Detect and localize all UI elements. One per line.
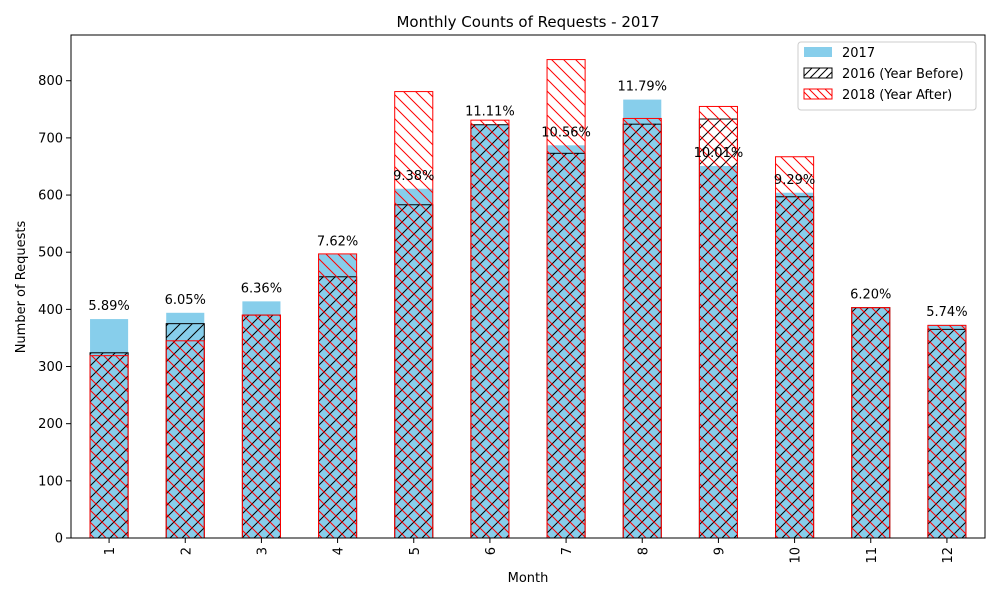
legend-swatch-2018 (803, 88, 833, 100)
x-tick-label: 5 (408, 547, 423, 555)
legend-label: 2018 (Year After) (842, 88, 952, 103)
percentage-label: 5.74% (926, 305, 967, 320)
x-tick-label: 4 (332, 547, 347, 555)
y-tick-label: 200 (38, 417, 63, 432)
y-tick-label: 400 (38, 303, 63, 318)
x-tick-label: 11 (865, 547, 880, 564)
x-tick-label: 3 (255, 547, 270, 555)
x-tick-label: 12 (941, 547, 956, 564)
percentage-label: 10.56% (541, 125, 591, 140)
x-tick-label: 8 (636, 547, 651, 555)
percentage-label: 9.38% (393, 169, 434, 184)
percentage-labels: 5.89% 6.05% 6.36% 7.62% 9.38% 11.11% 10.56% 11.… (88, 80, 967, 320)
chart-title: Monthly Counts of Requests - 2017 (396, 13, 659, 31)
percentage-label: 6.36% (241, 281, 282, 296)
y-tick-label: 500 (38, 246, 63, 261)
bar-2018 (318, 253, 358, 539)
x-tick-label: 2 (179, 547, 194, 555)
y-axis: 0 100 200 300 400 500 600 700 800 (38, 74, 71, 547)
y-tick-label: 600 (38, 189, 63, 204)
legend-label: 2016 (Year Before) (842, 67, 964, 82)
bar-2018 (546, 59, 586, 539)
bar-2018 (622, 117, 662, 539)
y-tick-label: 700 (38, 131, 63, 146)
percentage-label: 7.62% (317, 234, 358, 249)
percentage-label: 11.11% (465, 105, 515, 120)
legend-label: 2017 (842, 46, 875, 61)
percentage-label: 11.79% (617, 80, 667, 95)
legend-swatch-2017 (804, 47, 832, 57)
bar-2018 (698, 105, 738, 539)
y-tick-label: 100 (38, 474, 63, 489)
bar-2018 (394, 91, 434, 539)
percentage-label: 10.01% (694, 146, 744, 161)
percentage-label: 6.05% (165, 293, 206, 308)
x-tick-label: 10 (789, 547, 804, 564)
bar-2018 (165, 340, 205, 539)
legend-box (797, 41, 977, 111)
y-axis-label: Number of Requests (14, 220, 29, 353)
legend: 2017 2016 (Year Before) 2018 (Year After) (797, 41, 977, 111)
x-axis-label: Month (508, 571, 549, 586)
percentage-label: 6.20% (850, 288, 891, 303)
bar-2018 (851, 307, 891, 539)
percentage-label: 9.29% (774, 173, 815, 188)
x-tick-label: 6 (484, 547, 499, 555)
bar-2018 (927, 324, 967, 539)
bars-layer (89, 59, 967, 539)
percentage-label: 5.89% (88, 299, 129, 314)
x-axis: 1 2 3 4 5 6 7 8 9 10 11 12 (103, 538, 956, 564)
x-tick-label: 7 (560, 547, 575, 555)
plot-frame (70, 34, 986, 539)
x-tick-label: 1 (103, 547, 118, 555)
y-tick-label: 800 (38, 74, 63, 89)
y-tick-label: 0 (55, 532, 63, 547)
bar-2018 (775, 156, 815, 539)
x-tick-label: 9 (712, 547, 727, 555)
bar-2018 (241, 314, 281, 539)
bar-2018 (470, 119, 510, 539)
legend-swatch-2016 (803, 67, 833, 79)
bar-2018 (89, 355, 129, 539)
y-tick-label: 300 (38, 360, 63, 375)
